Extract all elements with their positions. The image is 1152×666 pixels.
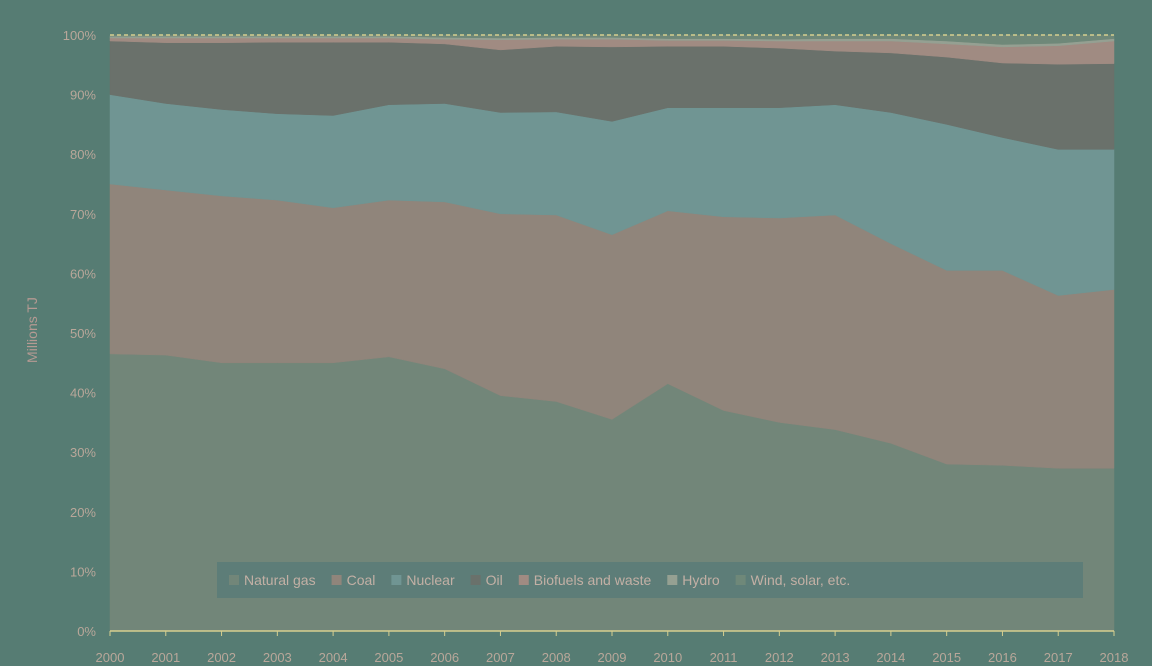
y-tick-label: 90% [70, 88, 96, 103]
x-tick-label: 2004 [319, 650, 348, 665]
x-tick-label: 2015 [932, 650, 961, 665]
y-ticks: 0% 10% 20% 30% 40% 50% 60% 70% 80% 90% 100% [63, 28, 97, 639]
x-tick-label: 2017 [1044, 650, 1073, 665]
x-tick-label: 2012 [765, 650, 794, 665]
legend-label-natural-gas: Natural gas [244, 572, 316, 588]
y-tick-label: 30% [70, 445, 96, 460]
series-areas [109, 34, 1115, 632]
y-tick-label: 0% [77, 624, 96, 639]
x-tick-label: 2001 [151, 650, 180, 665]
legend-swatch-hydro [667, 575, 678, 585]
legend-swatch-biofuels-and-waste [518, 575, 529, 585]
y-tick-label: 20% [70, 505, 96, 520]
legend-label-nuclear: Nuclear [406, 572, 455, 588]
y-tick-label: 40% [70, 386, 96, 401]
x-tick-label: 2016 [988, 650, 1017, 665]
legend-label-coal: Coal [347, 572, 376, 588]
legend-label-wind-solar-etc: Wind, solar, etc. [751, 572, 851, 588]
x-tick-label: 2014 [876, 650, 905, 665]
legend-label-biofuels-and-waste: Biofuels and waste [534, 572, 652, 588]
legend-swatch-oil [470, 575, 481, 585]
x-tick-label: 2002 [207, 650, 236, 665]
x-tick-label: 2008 [542, 650, 571, 665]
y-tick-label: 50% [70, 326, 96, 341]
x-tick-label: 2000 [96, 650, 125, 665]
x-tick-label: 2003 [263, 650, 292, 665]
y-axis-label: Millions TJ [24, 297, 40, 363]
x-tick-label: 2006 [430, 650, 459, 665]
x-tick-label: 2009 [598, 650, 627, 665]
legend-swatch-natural-gas [229, 575, 239, 585]
legend-swatch-coal [331, 575, 342, 585]
x-tick-label: 2013 [821, 650, 850, 665]
y-tick-label: 60% [70, 266, 96, 281]
legend-background [217, 562, 1083, 598]
x-tick-label: 2011 [710, 650, 738, 665]
legend-swatch-nuclear [391, 575, 402, 585]
x-ticks: 2000 2001 2002 2003 2004 2005 2006 2007 2008 2009… [96, 631, 1129, 665]
x-tick-label: 2018 [1100, 650, 1129, 665]
legend-label-hydro: Hydro [682, 572, 720, 588]
y-tick-label: 70% [70, 207, 96, 222]
x-tick-label: 2005 [374, 650, 403, 665]
legend: Natural gas Coal Nuclear Oil Biofuels and wa… [217, 562, 1083, 598]
x-tick-label: 2010 [653, 650, 682, 665]
y-tick-label: 80% [70, 147, 96, 162]
y-tick-label: 100% [63, 28, 97, 43]
legend-label-oil: Oil [486, 572, 503, 588]
legend-swatch-wind-solar-etc [735, 575, 746, 585]
y-tick-label: 10% [70, 564, 96, 579]
x-tick-label: 2007 [486, 650, 515, 665]
